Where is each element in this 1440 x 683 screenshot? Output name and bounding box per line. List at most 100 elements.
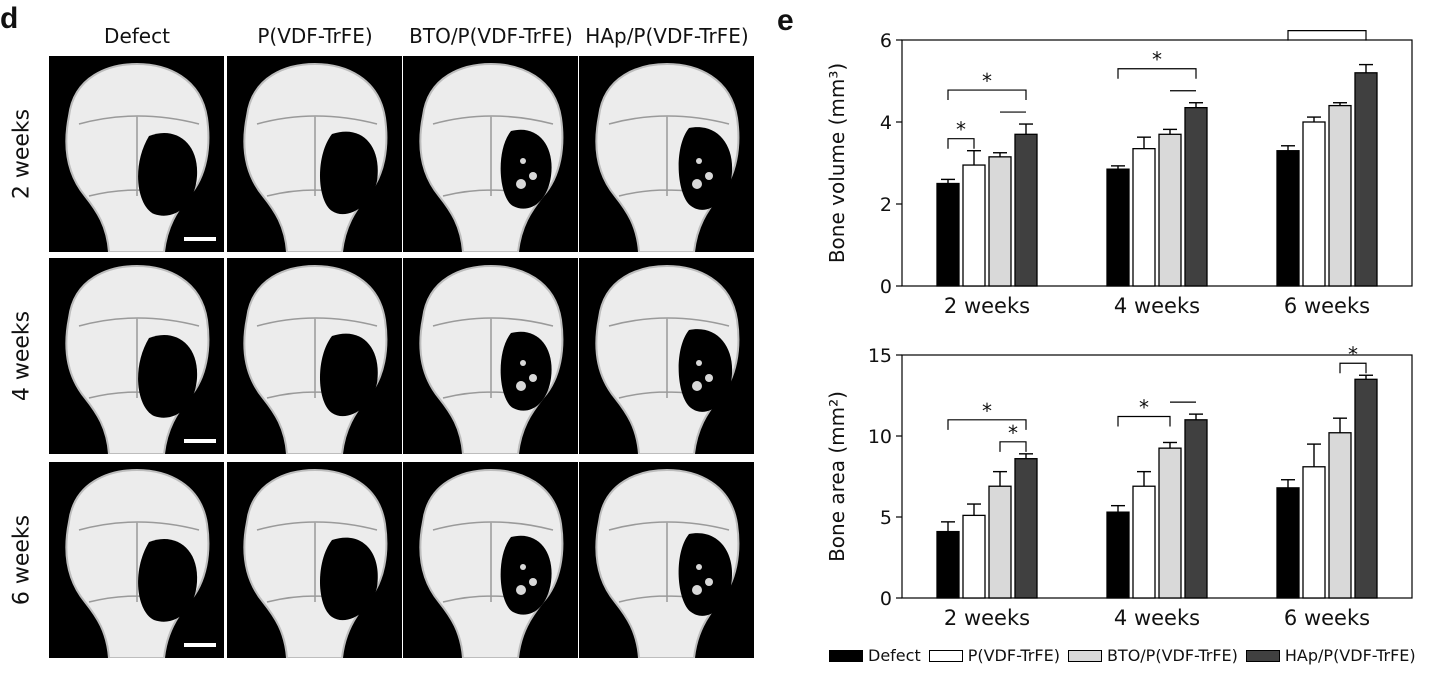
bar-volume (1184, 107, 1208, 287)
defect-hole (678, 329, 733, 412)
defect-hole (138, 538, 198, 622)
bar-area (988, 485, 1012, 599)
bar-area (1276, 487, 1300, 599)
bar-area (1132, 485, 1156, 599)
plot-frame-volume (901, 39, 1413, 287)
bar-area (1354, 378, 1378, 599)
x-tick-label-area: 6 weeks (1284, 606, 1370, 630)
column-header-defect: Defect (104, 24, 170, 48)
bone-fragment (696, 564, 702, 570)
y-tick-label-volume: 6 (880, 30, 892, 52)
bone-fragment (705, 172, 713, 180)
row-header-2-weeks: 2 weeks (9, 108, 35, 200)
skull-picture (243, 62, 388, 252)
scan-image-pvdf-2-weeks (227, 56, 402, 252)
x-tick-label-area: 2 weeks (944, 606, 1030, 630)
bar-area (1014, 458, 1038, 599)
legend-item-defect: Defect (829, 646, 921, 665)
row-header-4-weeks: 4 weeks (9, 310, 35, 402)
skull-picture (419, 468, 564, 658)
legend-label-bto: BTO/P(VDF-TrFE) (1106, 646, 1238, 665)
scan-image-defect-2-weeks (49, 56, 224, 252)
legend-swatch-pvdf (928, 649, 963, 662)
bone-fragment (692, 381, 702, 391)
bar-volume (1354, 72, 1378, 287)
defect-hole (678, 127, 733, 210)
scan-image-pvdf-4-weeks (227, 258, 402, 454)
significance-star-area: * (1348, 342, 1358, 366)
defect-hole (500, 129, 552, 209)
bone-fragment (692, 179, 702, 189)
scale-bar (184, 643, 216, 647)
bone-fragment (529, 172, 537, 180)
bone-fragment (520, 564, 526, 570)
bar-volume (1328, 104, 1352, 287)
bar-area (1158, 447, 1182, 599)
bone-fragment (520, 158, 526, 164)
skull-picture (595, 264, 740, 454)
y-tick-label-area: 15 (868, 345, 892, 367)
bone-fragment (696, 360, 702, 366)
legend-swatch-defect (829, 649, 863, 662)
skull-picture (243, 264, 388, 454)
skull-picture (65, 264, 216, 454)
significance-bracket-area (1117, 415, 1171, 427)
bar-area (1106, 511, 1130, 599)
significance-bracket-volume (947, 138, 975, 149)
skull-picture (419, 264, 564, 454)
defect-hole (500, 535, 552, 615)
bone-fragment (520, 360, 526, 366)
scan-image-bto-6-weeks (403, 462, 578, 658)
row-header-6-weeks: 6 weeks (9, 514, 35, 606)
x-tick-label-area: 4 weeks (1114, 606, 1200, 630)
defect-hole (319, 333, 378, 417)
legend-item-pvdf: P(VDF-TrFE) (928, 646, 1060, 665)
defect-hole (500, 331, 552, 411)
bar-volume (1132, 148, 1156, 287)
defect-hole (319, 537, 378, 621)
legend-swatch-bto (1067, 649, 1102, 662)
skull-picture (595, 62, 740, 252)
scan-image-bto-4-weeks (403, 258, 578, 454)
bar-area (1184, 419, 1208, 599)
defect-hole (319, 131, 378, 215)
chart-svg: 0 2 4 6 Bone volume (mm³) 2 weeks 4 weeks 6 wee… (825, 10, 1413, 630)
bone-fragment (692, 585, 702, 595)
scan-image-defect-4-weeks (49, 258, 224, 454)
x-tick-label-volume: 4 weeks (1114, 294, 1200, 318)
legend-swatch-hap (1245, 649, 1280, 662)
y-tick-label-area: 10 (868, 426, 892, 448)
significance-star-area: * (982, 399, 992, 423)
significance-bracket-volume (1117, 68, 1197, 79)
significance-star-area: * (1008, 421, 1018, 445)
x-tick-label-volume: 6 weeks (1284, 294, 1370, 318)
legend-label-pvdf: P(VDF-TrFE) (967, 646, 1060, 665)
bone-fragment (529, 578, 537, 586)
y-tick-label-volume: 2 (880, 194, 892, 216)
bar-area (1328, 432, 1352, 599)
x-tick-label-volume: 2 weeks (944, 294, 1030, 318)
bar-volume (988, 156, 1012, 287)
significance-star-volume: * (1322, 30, 1332, 34)
significance-bracket-volume (947, 89, 1027, 101)
bone-fragment (696, 158, 702, 164)
skull-picture (65, 62, 216, 252)
bone-fragment (516, 585, 526, 595)
scan-image-defect-6-weeks (49, 462, 224, 658)
significance-star-volume: * (1152, 48, 1162, 72)
bone-fragment (516, 179, 526, 189)
scale-bar (184, 237, 216, 241)
bar-charts: 0 2 4 6 Bone volume (mm³) 2 weeks 4 weeks 6 wee… (820, 10, 1430, 644)
bar-volume (1276, 150, 1300, 287)
bar-volume (962, 164, 986, 287)
bone-fragment (705, 578, 713, 586)
bar-area (1302, 466, 1326, 599)
significance-bracket-volume (1287, 30, 1367, 41)
panel-label-d: d (0, 2, 19, 35)
legend-label-hap: HAp/P(VDF-TrFE) (1284, 646, 1416, 665)
y-tick-label-volume: 4 (880, 112, 892, 134)
defect-hole (138, 334, 198, 418)
defect-hole (678, 533, 733, 616)
scan-image-hap-6-weeks (579, 462, 754, 658)
scale-bar (184, 439, 216, 443)
